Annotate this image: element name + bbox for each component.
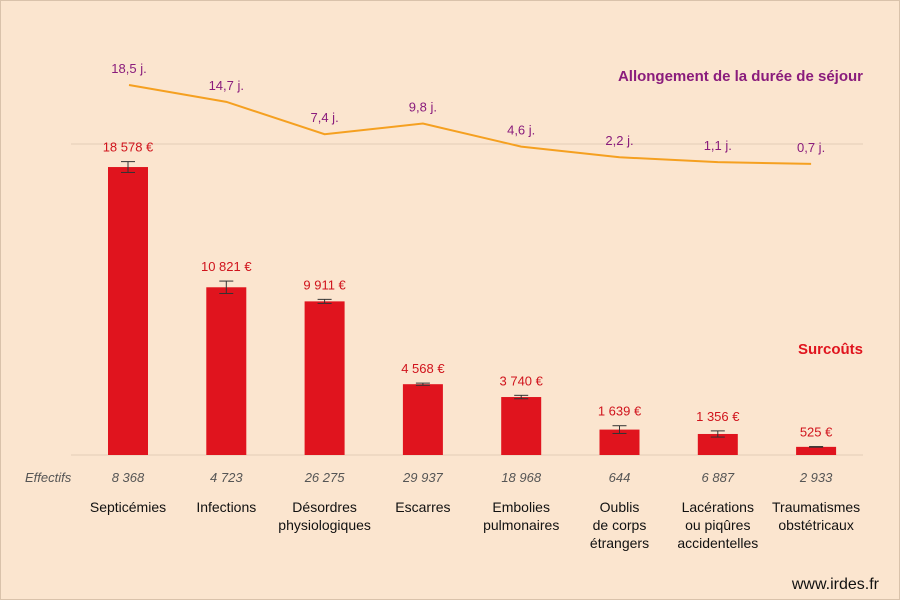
bar-value-label-5: 1 639 € xyxy=(598,404,642,419)
footer-url: www.irdes.fr xyxy=(791,576,880,593)
effectif-1: 4 723 xyxy=(210,470,243,485)
error-bar-3 xyxy=(415,382,430,386)
bars-layer: 18 578 € 10 821 € 9 911 € 4 568 € 3 740 € 1 6… xyxy=(103,140,837,455)
bar-2 xyxy=(304,301,345,455)
line-value-label-5: 2,2 j. xyxy=(605,133,633,148)
bar-value-label-3: 4 568 € xyxy=(401,361,445,376)
error-bar-4 xyxy=(514,394,529,400)
line-series-legend: Allongement de la durée de séjour xyxy=(618,68,863,85)
error-bar-6 xyxy=(710,430,725,438)
bar-7 xyxy=(796,446,837,455)
category-label-3: Escarres xyxy=(395,499,450,515)
line-layer: 18,5 j. 14,7 j. 7,4 j. 9,8 j. 4,6 j. 2,2 j. 1,… xyxy=(111,61,825,165)
bar-value-label-7: 525 € xyxy=(800,425,833,440)
error-bar-2 xyxy=(317,298,332,304)
line-value-label-2: 7,4 j. xyxy=(311,110,339,125)
bar-0 xyxy=(108,167,148,455)
bar-6 xyxy=(697,433,738,455)
effectif-5: 644 xyxy=(609,470,631,485)
category-label-2: Désordres physiologiques xyxy=(278,499,371,533)
bar-value-label-0: 18 578 € xyxy=(103,140,154,155)
duration-line xyxy=(128,84,812,165)
line-value-label-3: 9,8 j. xyxy=(409,100,437,115)
effectif-6: 6 887 xyxy=(702,470,735,485)
bar-value-label-1: 10 821 € xyxy=(201,259,252,274)
category-label-4: Embolies pulmonaires xyxy=(483,499,559,533)
effectif-3: 29 937 xyxy=(402,470,444,485)
bar-value-label-4: 3 740 € xyxy=(500,373,544,388)
category-label-7: Traumatismes obstétricaux xyxy=(772,499,860,533)
bar-series-legend: Surcoûts xyxy=(798,341,863,358)
category-label-1: Infections xyxy=(196,499,256,515)
effectif-7: 2 933 xyxy=(799,470,833,485)
bar-value-label-2: 9 911 € xyxy=(303,277,346,292)
line-value-label-7: 0,7 j. xyxy=(797,140,825,155)
category-label-5: Oublis de corps étrangers xyxy=(590,499,649,551)
line-value-label-4: 4,6 j. xyxy=(507,123,535,138)
error-bar-1 xyxy=(219,280,234,294)
effectif-0: 8 368 xyxy=(112,470,145,485)
category-label-0: Septicémies xyxy=(90,499,166,515)
bar-3 xyxy=(402,384,443,455)
effectif-4: 18 968 xyxy=(501,470,542,485)
line-value-label-0: 18,5 j. xyxy=(111,61,146,76)
error-bar-0 xyxy=(121,161,135,173)
bar-4 xyxy=(501,397,542,455)
bar-1 xyxy=(206,287,247,455)
bar-value-label-6: 1 356 € xyxy=(696,409,740,424)
effectif-2: 26 275 xyxy=(304,470,346,485)
category-label-6: Lacérations ou piqûres accidentelles xyxy=(677,499,758,551)
error-bar-5 xyxy=(612,425,627,434)
effectifs-label: Effectifs xyxy=(25,470,72,485)
line-value-label-1: 14,7 j. xyxy=(209,78,244,93)
line-value-label-6: 1,1 j. xyxy=(704,138,732,153)
category-labels: 8 368 4 723 26 275 29 937 18 968 644 6 887 2 93… xyxy=(90,470,860,551)
error-bar-7 xyxy=(809,446,824,448)
